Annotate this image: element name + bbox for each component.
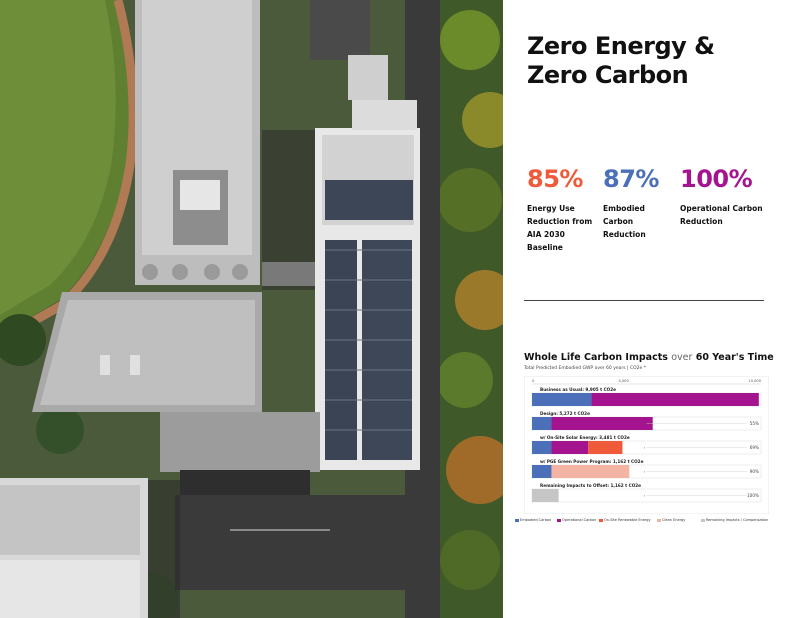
impacts-title-prefix: Whole Life Carbon Impacts <box>524 352 668 363</box>
headline-line-1: Zero Energy & <box>527 32 715 60</box>
bar-segment <box>551 417 653 430</box>
bar-segment <box>591 393 759 406</box>
stat-value: 100% <box>680 165 753 193</box>
bar-segment <box>532 465 552 478</box>
carbon-impacts-chart-svg: 0 4,000 10,000 Business as Usual: 9,905 t C… <box>524 376 769 514</box>
legend-swatch <box>701 519 705 522</box>
legend-label: Remaining Impacts / Compensation <box>706 518 769 522</box>
aerial-building-photo <box>0 0 503 618</box>
stat-label-line: Energy Use <box>527 204 575 213</box>
axis-tick-label: 10,000 <box>748 379 761 383</box>
reduction-value: 90% <box>750 469 759 474</box>
impacts-title-over: over <box>671 352 693 363</box>
row-label: Remaining Impacts to Offset: 1,162 t CO2… <box>540 483 641 488</box>
legend-label: Clean Energy <box>662 518 686 522</box>
section-divider <box>524 300 764 301</box>
bar-segment <box>532 441 552 454</box>
impacts-subtitle: Total Predicted Embodied GWP over 60 yea… <box>524 366 646 371</box>
stat-label: Embodied Carbon Reduction <box>603 202 667 241</box>
carbon-impacts-chart: 0 4,000 10,000 Business as Usual: 9,905 t C… <box>524 376 769 514</box>
legend-label: Operational Carbon <box>562 518 597 522</box>
legend-swatch <box>599 519 603 522</box>
bar-segment <box>551 465 630 478</box>
reduction-arrow: ‹ <box>644 421 646 426</box>
stat-label-line: Reduction from <box>527 217 593 226</box>
stat-label-line: Reduction <box>680 217 723 226</box>
row-label: w/ PGE Green Power Program: 1,162 t CO2e <box>540 459 644 464</box>
row-label: w/ On-Site Solar Energy: 3,481 t CO2e <box>540 435 630 440</box>
stat-operational-carbon: 100% Operational Carbon Reduction <box>680 165 770 228</box>
stat-value: 85% <box>527 165 583 193</box>
reduction-value: 55% <box>750 421 759 426</box>
stat-label: Operational Carbon Reduction <box>680 202 770 228</box>
stat-label-line: Embodied <box>603 204 645 213</box>
axis-tick-label: 4,000 <box>618 379 629 383</box>
impacts-title: Whole Life Carbon Impacts over 60 Year's… <box>524 352 794 364</box>
aerial-photo-illustration <box>0 0 503 618</box>
legend-swatch <box>557 519 561 522</box>
info-panel: Zero Energy & Zero Carbon 85% Energy Use… <box>503 0 800 618</box>
stat-label-line: Baseline <box>527 243 563 252</box>
stat-label: Energy Use Reduction from AIA 2030 Basel… <box>527 202 595 254</box>
axis-tick-label: 0 <box>532 379 535 383</box>
stat-energy-use: 85% Energy Use Reduction from AIA 2030 B… <box>527 165 595 254</box>
stat-label-line: Reduction <box>603 230 646 239</box>
bar-segment <box>532 489 559 502</box>
bar-segment <box>532 393 592 406</box>
reduction-value: 69% <box>750 445 759 450</box>
headline-line-2: Zero Carbon <box>527 61 689 89</box>
stat-label-line: AIA 2030 <box>527 230 565 239</box>
reduction-arrow: ‹ <box>644 445 646 450</box>
legend-swatch <box>657 519 661 522</box>
chart-legend: Embodied Carbon Operational Carbon On-Site… <box>515 518 775 526</box>
stat-label-line: Carbon <box>603 217 634 226</box>
bar-segment <box>532 417 552 430</box>
headline: Zero Energy & Zero Carbon <box>527 32 787 90</box>
legend-label: Embodied Carbon <box>520 518 552 522</box>
legend-swatch <box>515 519 519 522</box>
row-label: Business as Usual: 9,905 t CO2e <box>540 387 616 392</box>
stat-value: 87% <box>603 165 659 193</box>
reduction-arrow: ‹ <box>644 493 646 498</box>
bar-segment <box>588 441 623 454</box>
stat-embodied-carbon: 87% Embodied Carbon Reduction <box>603 165 667 241</box>
row-label: Design: 5,272 t CO2e <box>540 411 590 416</box>
bar-segment <box>551 441 589 454</box>
impacts-title-suffix: 60 Year's Time <box>695 352 774 363</box>
legend-label: On-Site Renewable Energy <box>604 518 651 522</box>
reduction-arrow: ‹ <box>644 469 646 474</box>
stat-label-line: Operational Carbon <box>680 204 763 213</box>
reduction-value: 100% <box>747 493 759 498</box>
